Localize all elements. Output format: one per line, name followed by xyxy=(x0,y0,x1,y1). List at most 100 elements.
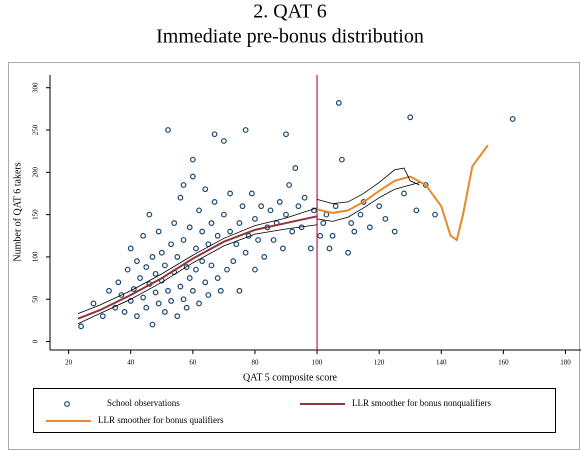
school-point xyxy=(193,266,199,273)
chart-title: 2. QAT 6 xyxy=(253,1,327,23)
school-point xyxy=(345,249,352,256)
y-axis-label: Number of QAT 6 takers xyxy=(12,162,23,261)
school-point xyxy=(307,245,314,252)
school-point xyxy=(140,232,147,239)
school-point xyxy=(248,190,255,197)
y-tick-label: 50 xyxy=(32,295,40,303)
school-point xyxy=(208,220,215,226)
school-point xyxy=(252,266,258,273)
school-point xyxy=(214,232,221,239)
school-point xyxy=(149,254,156,260)
y-tick-label: 250 xyxy=(32,124,40,135)
legend-marker xyxy=(64,401,70,407)
school-point xyxy=(140,294,147,301)
school-point xyxy=(171,220,178,226)
school-point xyxy=(338,156,345,163)
school-point xyxy=(320,220,327,226)
school-point xyxy=(202,279,209,286)
school-point xyxy=(242,127,249,133)
school-point xyxy=(161,309,168,315)
legend-label: School observations xyxy=(107,398,180,408)
school-point xyxy=(258,203,265,210)
school-point xyxy=(174,254,181,260)
school-point xyxy=(161,262,168,269)
y-tick-label: 100 xyxy=(32,251,40,262)
school-point xyxy=(413,207,420,214)
y-tick-label: 200 xyxy=(32,167,40,178)
school-point xyxy=(99,313,106,320)
school-point xyxy=(199,258,206,265)
legend xyxy=(33,388,556,433)
school-point xyxy=(317,232,324,239)
school-point xyxy=(391,228,398,235)
school-point xyxy=(279,245,286,252)
school-point xyxy=(292,165,299,171)
school-point xyxy=(180,182,187,188)
x-tick-label: 40 xyxy=(127,359,135,367)
school-point xyxy=(155,228,162,235)
school-point xyxy=(270,237,277,243)
school-point xyxy=(326,245,333,252)
school-point xyxy=(137,275,143,281)
school-point xyxy=(382,215,389,222)
school-point xyxy=(90,300,97,307)
x-tick-label: 20 xyxy=(65,359,73,367)
school-point xyxy=(121,309,128,315)
chart-subtitle: Immediate pre-bonus distribution xyxy=(156,26,424,48)
school-point xyxy=(196,207,202,214)
school-point xyxy=(205,292,212,298)
school-point xyxy=(401,190,407,197)
y-tick-label: 300 xyxy=(32,82,40,93)
school-point xyxy=(208,262,215,269)
school-point xyxy=(134,313,140,320)
school-point xyxy=(158,249,165,256)
school-point xyxy=(335,100,342,106)
school-point xyxy=(143,264,150,270)
school-point xyxy=(261,254,268,260)
school-point xyxy=(366,224,373,231)
x-tick-label: 160 xyxy=(498,359,509,367)
school-point xyxy=(189,173,196,180)
school-point xyxy=(177,194,184,201)
confidence-line xyxy=(77,224,318,325)
smoother-line xyxy=(77,215,318,320)
school-point xyxy=(239,203,246,210)
school-point xyxy=(283,131,289,138)
school-point xyxy=(130,286,137,292)
x-tick-label: 100 xyxy=(312,359,323,367)
school-point xyxy=(255,237,261,243)
school-point xyxy=(211,199,218,205)
school-point xyxy=(118,292,125,298)
school-point xyxy=(199,228,206,235)
school-point xyxy=(348,220,355,226)
y-tick-label: 150 xyxy=(32,209,40,220)
school-point xyxy=(422,182,429,188)
school-point xyxy=(186,275,193,281)
school-point xyxy=(351,228,358,235)
school-point xyxy=(165,127,171,133)
school-point xyxy=(407,114,414,121)
school-point xyxy=(186,224,193,231)
school-point xyxy=(236,220,243,226)
school-point xyxy=(217,287,224,294)
school-point xyxy=(127,245,134,252)
school-point xyxy=(220,138,227,144)
school-point xyxy=(227,228,234,235)
school-point xyxy=(196,300,202,307)
school-point xyxy=(242,249,249,256)
smoother-line xyxy=(316,144,489,242)
school-point xyxy=(286,182,293,188)
school-point xyxy=(165,287,171,294)
school-point xyxy=(78,323,84,330)
school-point xyxy=(224,266,230,273)
school-point xyxy=(183,264,190,270)
x-tick-label: 60 xyxy=(189,359,197,367)
school-point xyxy=(227,190,234,197)
school-point xyxy=(289,228,296,235)
school-point xyxy=(183,304,190,311)
school-point xyxy=(152,289,159,296)
school-point xyxy=(106,287,112,294)
x-tick-label: 80 xyxy=(251,359,259,367)
school-point xyxy=(143,304,150,311)
school-point xyxy=(124,266,131,273)
